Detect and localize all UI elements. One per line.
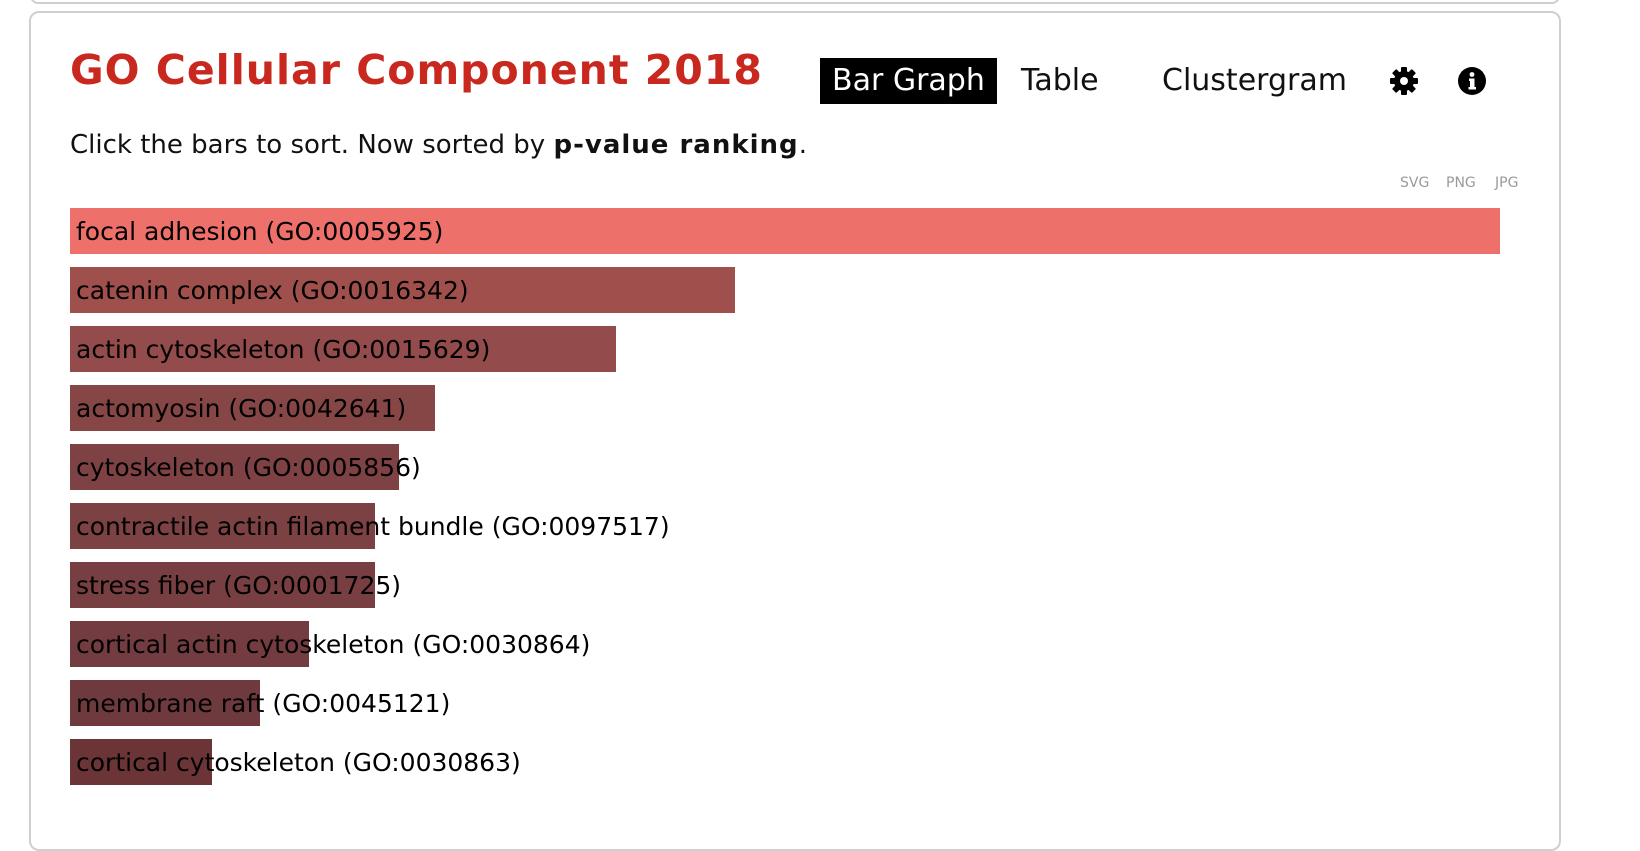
sort-key: p-value ranking	[553, 130, 799, 160]
bar-label-1[interactable]: catenin complex (GO:0016342)	[76, 276, 469, 305]
info-icon[interactable]	[1457, 66, 1487, 96]
export-jpg-link[interactable]: JPG	[1495, 175, 1519, 191]
bar-6[interactable]	[70, 562, 375, 608]
bar-label-5[interactable]: contractile actin filament bundle (GO:00…	[76, 512, 670, 541]
bar-label-0[interactable]: focal adhesion (GO:0005925)	[76, 217, 443, 246]
bar-0[interactable]	[70, 208, 1500, 254]
bar-4[interactable]	[70, 444, 399, 490]
sort-instructions-end: .	[798, 130, 807, 160]
bar-label-4[interactable]: cytoskeleton (GO:0005856)	[76, 453, 421, 482]
bar-5[interactable]	[70, 503, 375, 549]
tab-bar-graph[interactable]: Bar Graph	[820, 58, 997, 104]
bar-chart: focal adhesion (GO:0005925) catenin compl…	[70, 208, 1500, 785]
bar-label-8[interactable]: membrane raft (GO:0045121)	[76, 689, 450, 718]
bar-1[interactable]	[70, 267, 735, 313]
export-png-link[interactable]: PNG	[1446, 175, 1476, 191]
tab-clustergram[interactable]: Clustergram	[1162, 63, 1347, 98]
bar-label-7[interactable]: cortical actin cytoskeleton (GO:0030864)	[76, 630, 590, 659]
bar-2[interactable]	[70, 326, 616, 372]
bar-label-2[interactable]: actin cytoskeleton (GO:0015629)	[76, 335, 490, 364]
tab-table[interactable]: Table	[1021, 63, 1099, 98]
bar-label-9[interactable]: cortical cytoskeleton (GO:0030863)	[76, 748, 521, 777]
bar-label-3[interactable]: actomyosin (GO:0042641)	[76, 394, 406, 423]
sort-instructions-text: Click the bars to sort. Now sorted by	[70, 130, 554, 160]
library-title: GO Cellular Component 2018	[70, 46, 763, 94]
bar-label-6[interactable]: stress fiber (GO:0001725)	[76, 571, 401, 600]
export-svg-link[interactable]: SVG	[1400, 175, 1430, 191]
gear-icon[interactable]	[1389, 66, 1419, 96]
bar-7[interactable]	[70, 621, 309, 667]
bar-9[interactable]	[70, 739, 212, 785]
bar-8[interactable]	[70, 680, 260, 726]
sort-instructions: Click the bars to sort. Now sorted by p-…	[70, 130, 807, 160]
bar-3[interactable]	[70, 385, 435, 431]
